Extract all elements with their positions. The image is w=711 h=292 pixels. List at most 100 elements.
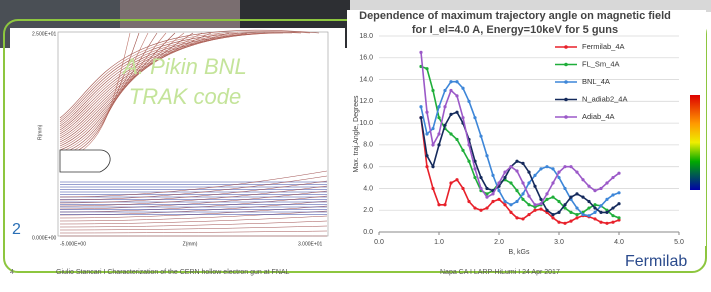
x-axis-label: B, kGs [508, 249, 530, 256]
data-point [563, 165, 566, 168]
data-point [527, 203, 530, 206]
data-point [599, 187, 602, 190]
data-point [449, 80, 452, 83]
data-point [497, 189, 500, 192]
data-point [605, 222, 608, 225]
data-point [431, 165, 434, 168]
data-point [521, 162, 524, 165]
data-point [581, 196, 584, 199]
data-point [437, 132, 440, 135]
data-point [539, 202, 542, 205]
y-tick-label: 12.0 [359, 98, 373, 105]
legend-label: BNL_4A [582, 77, 610, 86]
y-tick-label: 16.0 [359, 55, 373, 62]
data-point [605, 198, 608, 201]
data-point [557, 221, 560, 224]
data-point [503, 200, 506, 203]
data-point [515, 160, 518, 163]
data-point [473, 176, 476, 179]
x-tick-label: 0.0 [374, 239, 384, 246]
data-point [443, 203, 446, 206]
data-point [437, 116, 440, 119]
colorbar [690, 95, 700, 190]
legend-marker [564, 115, 568, 119]
data-point [551, 181, 554, 184]
data-point [419, 105, 422, 108]
data-point [563, 203, 566, 206]
data-point [593, 206, 596, 209]
trak-label: 3.000E+01 [298, 241, 323, 247]
overlay-subtitle: TRAK code [129, 84, 242, 109]
data-point [449, 181, 452, 184]
data-point [593, 217, 596, 220]
trak-label: 2.500E+01 [32, 31, 57, 37]
data-point [425, 67, 428, 70]
data-point [551, 196, 554, 199]
data-point [617, 172, 620, 175]
data-point [455, 94, 458, 97]
x-tick-label: 4.0 [614, 239, 624, 246]
data-point [545, 165, 548, 168]
data-point [467, 143, 470, 146]
y-tick-label: 8.0 [363, 142, 373, 149]
data-point [551, 213, 554, 216]
data-point [515, 169, 518, 172]
data-point [575, 213, 578, 216]
data-point [425, 132, 428, 135]
data-point [617, 202, 620, 205]
data-point [473, 116, 476, 119]
data-point [563, 187, 566, 190]
data-point [509, 165, 512, 168]
data-point [455, 80, 458, 83]
data-point [569, 196, 572, 199]
data-point [551, 167, 554, 170]
data-point [509, 181, 512, 184]
data-point [611, 176, 614, 179]
data-point [473, 206, 476, 209]
data-point [425, 165, 428, 168]
data-point [521, 217, 524, 220]
data-point [545, 209, 548, 212]
data-point [527, 213, 530, 216]
y-tick-label: 6.0 [363, 164, 373, 171]
data-point [503, 171, 506, 174]
data-point [533, 185, 536, 188]
y-axis-label: Max. traj.Angle, Degrees [353, 95, 360, 173]
data-point [449, 89, 452, 92]
data-point [419, 116, 422, 119]
legend-label: Fermilab_4A [582, 42, 625, 51]
data-point [617, 191, 620, 194]
legend-label: Adiab_4A [582, 112, 615, 121]
data-point [545, 198, 548, 201]
x-tick-label: 2.0 [494, 239, 504, 246]
data-point [587, 200, 590, 203]
legend-label: N_adiab2_4A [582, 94, 627, 103]
data-point [485, 206, 488, 209]
data-point [473, 167, 476, 170]
data-point [515, 216, 518, 219]
x-tick-label: 1.0 [434, 239, 444, 246]
data-point [461, 116, 464, 119]
data-point [587, 206, 590, 209]
data-point [461, 87, 464, 90]
data-point [443, 105, 446, 108]
data-point [497, 181, 500, 184]
data-point [443, 124, 446, 127]
data-point [503, 203, 506, 206]
data-point [509, 211, 512, 214]
x-tick-label: 5.0 [674, 239, 684, 246]
data-point [557, 171, 560, 174]
y-tick-label: 2.0 [363, 207, 373, 214]
trak-label: 0.000E+00 [32, 235, 57, 241]
data-point [467, 200, 470, 203]
legend-marker [564, 63, 568, 67]
footer-left: Giulio Stancari I Characterization of th… [56, 269, 290, 276]
data-point [539, 167, 542, 170]
data-point [479, 187, 482, 190]
trak-label: Z(mm) [183, 241, 198, 247]
data-point [455, 138, 458, 141]
corner-digit: 2 [12, 221, 21, 238]
y-tick-label: 14.0 [359, 76, 373, 83]
data-point [575, 206, 578, 209]
data-point [521, 198, 524, 201]
